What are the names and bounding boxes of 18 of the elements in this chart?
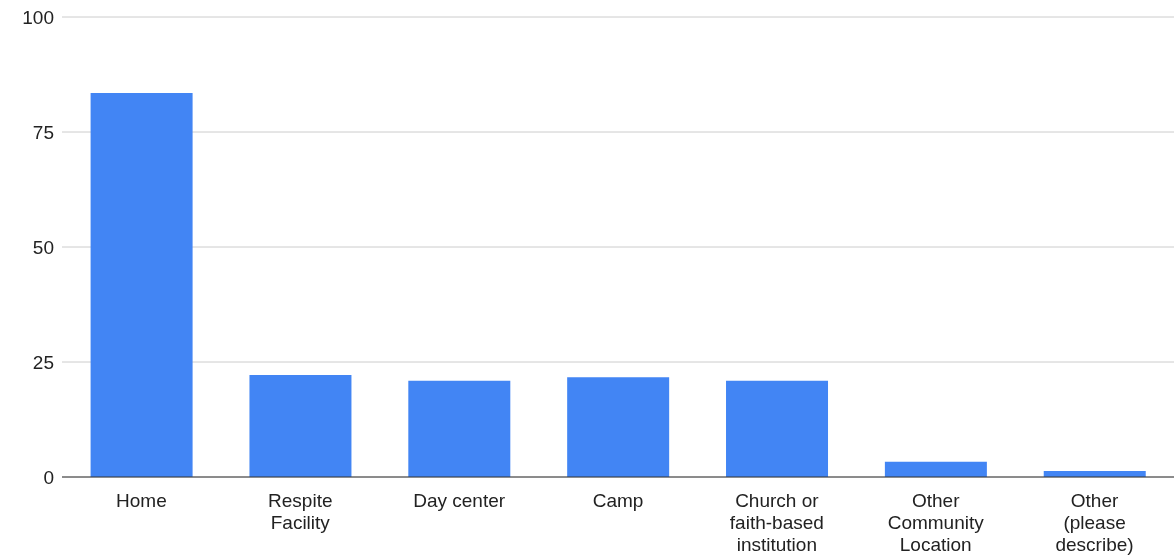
bar xyxy=(884,461,987,477)
y-tick-label: 0 xyxy=(43,466,54,488)
y-tick-label: 75 xyxy=(32,121,54,143)
bar xyxy=(567,377,670,477)
bar xyxy=(726,380,829,477)
y-tick-label: 50 xyxy=(32,236,54,258)
y-tick-label: 100 xyxy=(22,6,54,28)
bar xyxy=(90,92,193,477)
x-tick-label: Home xyxy=(116,490,167,511)
bar xyxy=(249,374,352,477)
x-tick-label: Other (please describe) xyxy=(1055,490,1134,555)
bar xyxy=(408,380,511,477)
x-tick-label: Other Community Location xyxy=(887,490,985,555)
x-tick-label: Church or faith-based institution xyxy=(729,490,824,555)
y-tick-label: 25 xyxy=(32,351,54,373)
x-tick-label: Respite Facility xyxy=(268,490,333,533)
x-tick-label: Camp xyxy=(592,490,644,511)
x-tick-label: Day center xyxy=(413,490,506,511)
